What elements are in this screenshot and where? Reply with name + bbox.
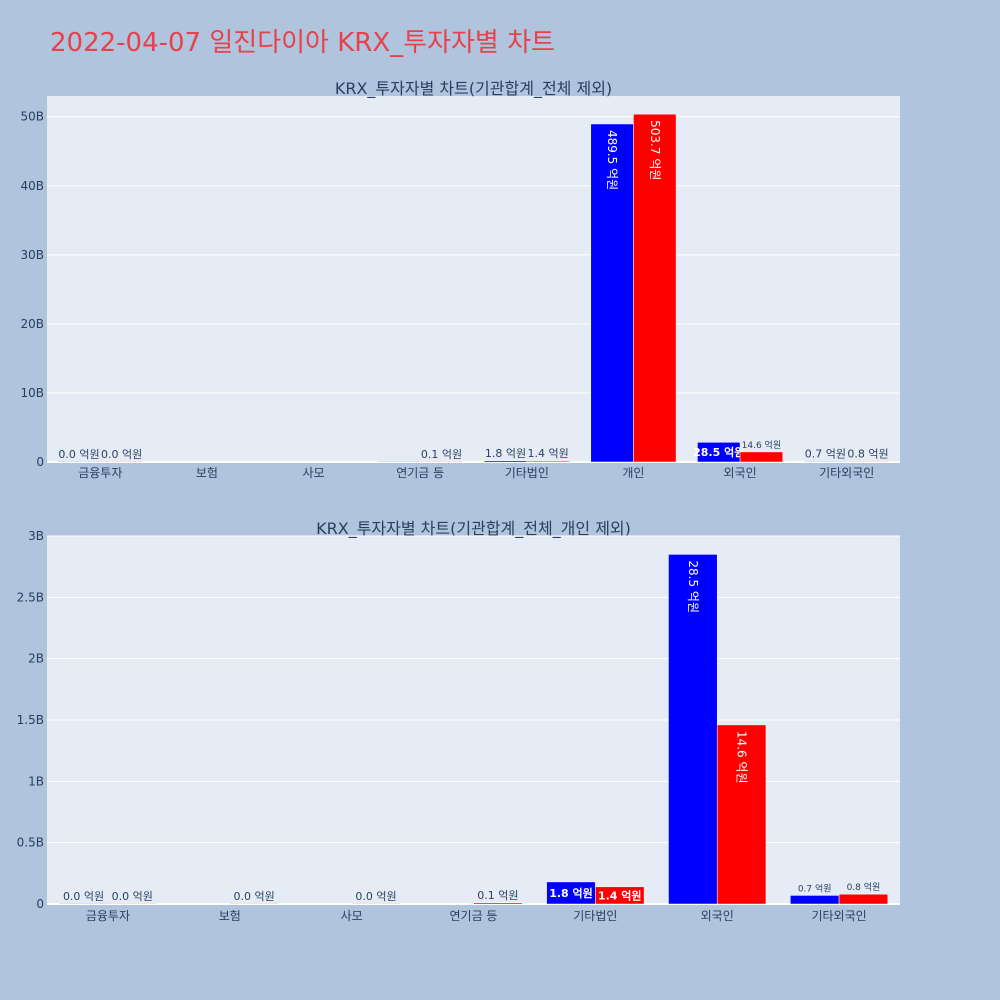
y-tick-label: 20B xyxy=(20,317,44,331)
x-tick-label: 연기금 등 xyxy=(450,909,498,923)
data-label: 0.7 억원 xyxy=(798,882,832,894)
y-tick-label: 0 xyxy=(36,897,44,911)
bar xyxy=(595,886,645,905)
chart-title: KRX_투자자별 차트(기관합계_전체_개인 제외) xyxy=(316,519,631,539)
y-tick-label: 1B xyxy=(28,774,44,788)
data-label: 14.6 억원 xyxy=(742,439,781,451)
data-label: 0.7 억원 xyxy=(805,448,846,461)
page-title: 2022-04-07 일진다이아 KRX_투자자별 차트 xyxy=(50,28,555,58)
bar xyxy=(377,461,421,463)
bar xyxy=(526,460,570,463)
x-tick-label: 연기금 등 xyxy=(396,466,444,480)
x-tick-label: 개인 xyxy=(622,466,644,480)
data-label: 0.0 억원 xyxy=(63,890,104,903)
bar xyxy=(790,895,840,905)
bar xyxy=(846,461,890,463)
data-label: 0.0 억원 xyxy=(101,448,142,461)
y-tick-label: 2B xyxy=(28,652,44,666)
y-tick-label: 0.5B xyxy=(17,836,44,850)
bar xyxy=(716,724,767,905)
plot-area xyxy=(47,96,900,462)
x-tick-label: 금융투자 xyxy=(86,909,130,923)
data-label: 0.0 억원 xyxy=(355,890,396,903)
bar xyxy=(838,893,889,905)
data-label: 28.5 억원 xyxy=(686,560,700,613)
data-label: 28.5 억원 xyxy=(693,445,744,459)
data-label: 0.1 억원 xyxy=(421,448,462,461)
x-tick-label: 기타법인 xyxy=(573,909,617,923)
chart-title: KRX_투자자별 차트(기관합계_전체 제외) xyxy=(335,79,612,99)
bar xyxy=(57,461,101,463)
y-tick-label: 3B xyxy=(28,529,44,543)
bar xyxy=(58,903,109,905)
data-label: 0.1 억원 xyxy=(477,889,518,902)
data-label: 1.8 억원 xyxy=(485,447,526,460)
y-tick-label: 40B xyxy=(20,179,44,193)
bar xyxy=(483,460,528,463)
chart-top: KRX_투자자별 차트(기관합계_전체 제외) 0 10B 20B 30B 40B 50B 금… xyxy=(20,79,900,480)
bar xyxy=(803,461,847,463)
data-label: 0.0 억원 xyxy=(112,890,153,903)
y-tick-label: 10B xyxy=(20,386,44,400)
data-label: 503.7 억원 xyxy=(648,120,662,180)
bar xyxy=(419,461,464,463)
chart-bottom: KRX_투자자별 차트(기관합계_전체_개인 제외) 0 0.5B 1B 1.5B 2B 2… xyxy=(17,519,900,923)
data-label: 489.5 억원 xyxy=(605,130,619,190)
x-tick-label: 외국인 xyxy=(701,909,734,923)
bar xyxy=(229,903,279,905)
bar xyxy=(633,113,677,463)
y-tick-label: 2.5B xyxy=(17,590,44,604)
x-tick-label: 기타외국인 xyxy=(811,909,866,923)
data-label: 0.0 억원 xyxy=(234,890,275,903)
data-label: 14.6 억원 xyxy=(735,731,749,784)
x-tick-label: 사모 xyxy=(341,909,363,923)
x-tick-label: 금융투자 xyxy=(78,466,122,480)
x-tick-label: 사모 xyxy=(303,466,325,480)
y-tick-label: 1.5B xyxy=(17,713,44,727)
data-label: 1.8 억원 xyxy=(549,886,593,900)
bar xyxy=(473,902,523,905)
bar xyxy=(100,461,144,463)
data-label: 1.4 억원 xyxy=(528,447,569,460)
data-label: 1.4 억원 xyxy=(598,888,642,902)
x-tick-label: 외국인 xyxy=(724,466,757,480)
x-tick-label: 보험 xyxy=(196,466,218,480)
y-tick-label: 50B xyxy=(20,110,44,124)
x-tick-label: 기타법인 xyxy=(505,466,549,480)
bar xyxy=(739,451,783,463)
bar xyxy=(351,903,401,905)
x-tick-label: 기타외국인 xyxy=(819,466,874,480)
bar xyxy=(107,903,157,905)
data-label: 0.0 억원 xyxy=(58,448,99,461)
x-tick-label: 보험 xyxy=(219,909,241,923)
y-tick-label: 30B xyxy=(20,248,44,262)
data-label: 0.8 억원 xyxy=(847,881,881,893)
y-tick-label: 0 xyxy=(36,455,44,469)
data-label: 0.8 억원 xyxy=(847,447,888,460)
